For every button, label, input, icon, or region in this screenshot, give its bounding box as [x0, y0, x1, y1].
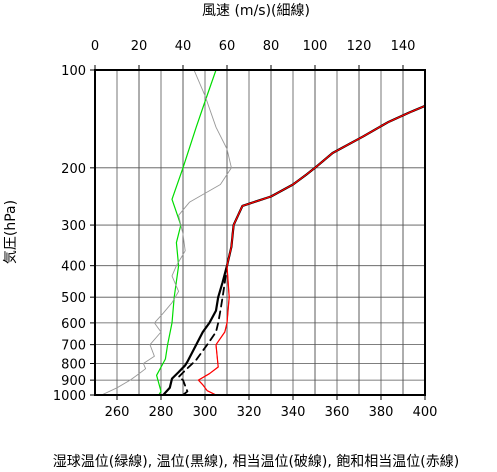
bottom-axis-title: 湿球温位(緑線), 温位(黒線), 相当温位(破線), 飽和相当温位(赤線): [53, 453, 459, 470]
top-axis-title: 風速 (m/s)(細線): [202, 3, 310, 19]
y-tick-label: 700: [61, 339, 86, 354]
y-axis-title: 気圧(hPa): [3, 200, 19, 264]
y-tick-label: 1000: [53, 389, 86, 404]
series-line-overlay: [197, 105, 425, 395]
bottom-tick-label: 300: [193, 405, 218, 420]
y-tick-label: 200: [61, 162, 86, 177]
top-tick-label: 60: [219, 39, 236, 54]
bottom-tick-label: 400: [413, 405, 438, 420]
y-tick-label: 300: [61, 219, 86, 234]
y-tick-label: 900: [61, 374, 86, 389]
series-line-3: [197, 105, 425, 395]
plot-frame: [94, 69, 426, 396]
y-tick-label: 400: [61, 260, 86, 275]
tick-labels: 260 280 300 320 340 360 380 400 0 20 40 60 80 100 120 1…: [53, 39, 438, 420]
bottom-tick-label: 360: [325, 405, 350, 420]
series-lines: [101, 70, 425, 395]
top-tick-label: 140: [391, 39, 416, 54]
grid: [94, 69, 426, 396]
y-tick-label: 500: [61, 291, 86, 306]
series-group: [101, 70, 425, 395]
top-tick-label: 20: [131, 39, 148, 54]
bottom-tick-label: 380: [369, 405, 394, 420]
top-tick-label: 80: [263, 39, 280, 54]
bottom-tick-label: 260: [105, 405, 130, 420]
top-tick-label: 120: [347, 39, 372, 54]
series-line-4: [101, 70, 232, 395]
top-tick-label: 40: [175, 39, 192, 54]
top-tick-label: 0: [91, 39, 99, 54]
series-line-0: [156, 70, 217, 395]
y-tick-label: 800: [61, 358, 86, 373]
y-tick-label: 100: [61, 64, 86, 79]
top-tick-label: 100: [303, 39, 328, 54]
bottom-tick-label: 280: [149, 405, 174, 420]
y-tick-label: 600: [61, 317, 86, 332]
bottom-tick-label: 320: [237, 405, 262, 420]
bottom-tick-label: 340: [281, 405, 306, 420]
series-line-2: [177, 105, 425, 395]
series-line-1: [162, 104, 425, 395]
